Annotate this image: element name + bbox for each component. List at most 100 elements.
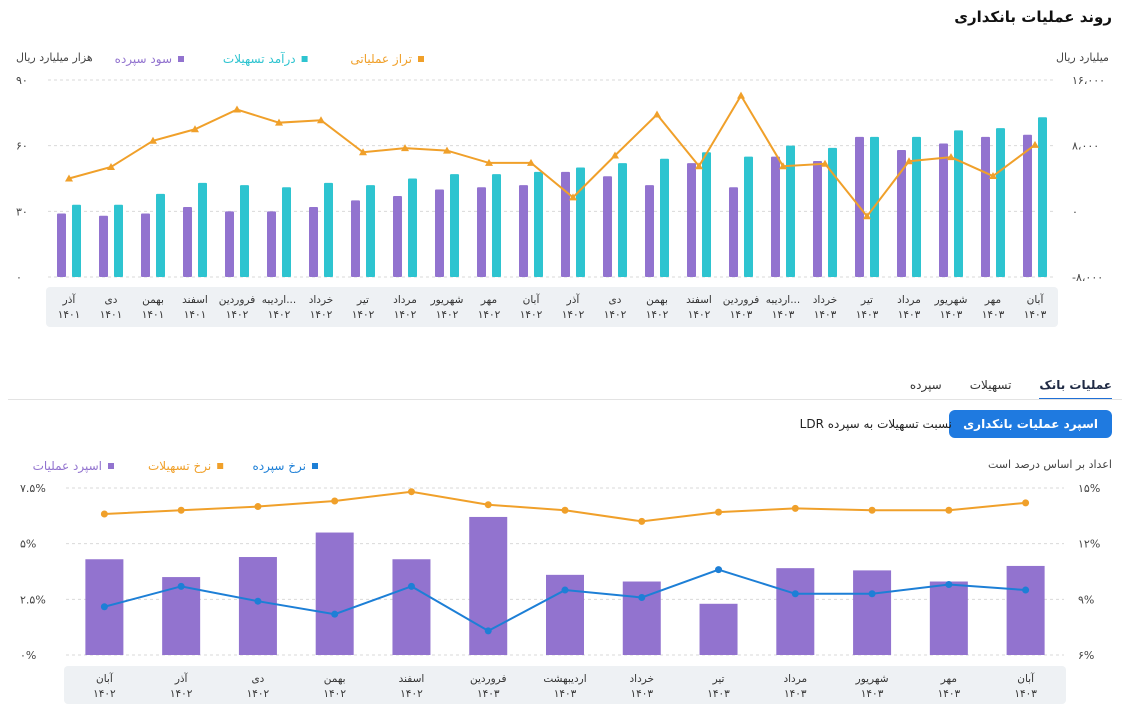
bar-facility-income [198,182,207,277]
bar-deposit-profit [771,156,780,277]
x-tick-year: ۱۴۰۲ [226,309,249,321]
x-tick-year: ۱۴۰۳ [940,309,963,321]
line-marker [331,610,339,618]
line-marker [653,110,661,118]
tab-bar: سپرده تسهیلات عملیات بانک [910,376,1112,400]
x-tick-month: فروردین [219,294,256,306]
line-marker [107,163,115,171]
x-tick-month: مرداد [393,294,417,306]
x-tick-month: خرداد [813,294,838,306]
bar-deposit-profit [729,187,738,277]
line-marker [1022,586,1030,594]
x-tick-year: ۱۴۰۲ [646,309,669,321]
right-tick-label: ۱۵% [1078,482,1100,495]
bar-facility-income [912,136,921,277]
line-marker [254,597,262,605]
bar-facility-income [828,147,837,277]
x-tick-month: تیر [356,294,369,306]
x-tick-month: آبان [1027,293,1045,306]
bar-facility-income [1038,117,1047,277]
ldr-button[interactable]: نسبت تسهیلات به سپرده LDR [799,417,952,431]
line-marker [407,582,415,590]
x-tick-year: ۱۴۰۲ [688,309,711,321]
line-marker [638,517,646,525]
line-marker [945,506,953,514]
line-marker [863,212,871,220]
bar-spread [699,603,738,655]
bar-deposit-profit [57,213,66,277]
line-marker [638,593,646,601]
bar-facility-income [366,185,375,277]
legend-label: نرخ تسهیلات [148,459,211,474]
x-tick-year: ۱۴۰۲ [562,309,585,321]
x-tick-month: اسفند [399,673,425,685]
x-tick-month: شهریور [934,294,968,306]
x-tick-year: ۱۴۰۳ [814,309,837,321]
x-tick-year: ۱۴۰۲ [478,309,501,321]
legend-swatch [312,463,318,469]
bar-facility-income [282,187,291,277]
tab-bank-operations[interactable]: عملیات بانک [1039,376,1112,400]
line-marker [527,158,535,166]
legend-label: نرخ سپرده [253,459,306,474]
line-marker [868,506,876,514]
x-tick-month: خرداد [309,294,334,306]
line-marker [737,91,745,99]
line-marker [791,504,799,512]
x-tick-year: ۱۴۰۳ [707,688,730,700]
spread-button[interactable]: اسپرد عملیات بانکداری [949,410,1112,438]
x-tick-year: ۱۴۰۲ [310,309,333,321]
line-marker [407,488,415,496]
x-tick-year: ۱۴۰۳ [938,688,961,700]
line-marker [715,566,723,574]
tab-divider [8,399,1122,400]
line-marker [254,503,262,511]
banking-trend-chart: ۹۰ ۱۶،۰۰۰ ۶۰ ۸،۰۰۰ ۳۰ ۰ ۰ -۸،۰۰۰ آذر ۱۴۰۱ دی ۱۴۰۱ به… [16,51,1109,327]
x-tick-month: اردیبه... [766,294,800,306]
tab-deposit[interactable]: سپرده [909,378,942,392]
x-tick-month: شهریور [430,294,464,306]
bar-deposit-profit [99,215,108,277]
x-tick-year: ۱۴۰۲ [323,688,346,700]
x-tick-month: شهریور [855,673,889,685]
line-marker [715,508,723,516]
x-tick-month: آذر [174,672,189,685]
line-marker [1031,140,1039,148]
bar-deposit-profit [351,200,360,277]
bar-deposit-profit [1023,134,1032,277]
bar-deposit-profit [267,211,276,277]
x-tick-year: ۱۴۰۳ [784,688,807,700]
left-tick-label: ۰ [16,271,22,284]
x-tick-month: دی [251,673,264,685]
x-tick-year: ۱۴۰۳ [1014,688,1037,700]
line-marker [401,144,409,152]
bar-spread [853,570,892,655]
right-tick-label: ۱۶،۰۰۰ [1072,74,1105,87]
page-title: روند عملیات بانکداری [954,8,1112,26]
tab-facilities[interactable]: تسهیلات [969,378,1012,392]
line-marker [317,116,325,124]
x-tick-month: دی [105,294,118,306]
x-tick-year: ۱۴۰۱ [100,309,123,321]
bar-spread [392,559,431,655]
bar-facility-income [576,167,585,277]
line-marker [275,118,283,126]
line-marker [485,158,493,166]
category-strip [64,666,1066,704]
bar-facility-income [72,204,81,277]
line-marker [947,153,955,161]
line-marker [65,174,73,182]
bar-spread [315,532,354,655]
bar-facility-income [786,145,795,277]
x-tick-year: ۱۴۰۳ [898,309,921,321]
x-tick-month: اردیبهشت [543,673,586,685]
x-tick-month: اسفند [182,294,208,306]
line-marker [149,136,157,144]
left-tick-label: ۳۰ [16,205,28,218]
line-marker [359,148,367,156]
line-marker [611,151,619,159]
x-tick-year: ۱۴۰۳ [477,688,500,700]
x-tick-year: ۱۴۰۳ [630,688,653,700]
bar-deposit-profit [435,189,444,277]
x-tick-month: مهر [480,294,497,306]
